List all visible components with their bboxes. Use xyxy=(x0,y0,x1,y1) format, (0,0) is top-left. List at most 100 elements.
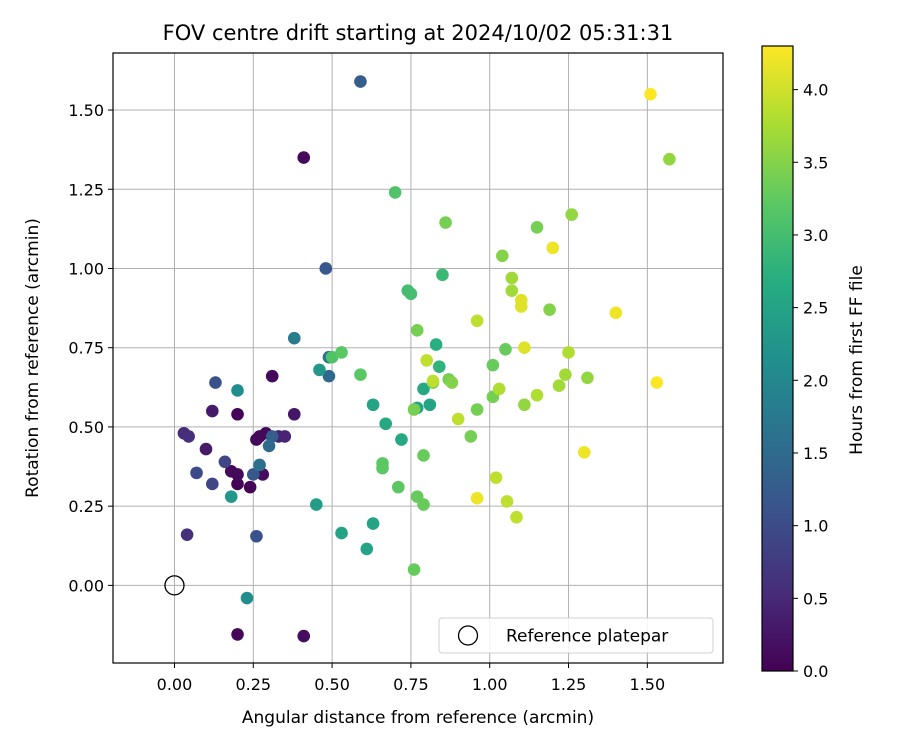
colorbar-frame xyxy=(761,45,794,672)
data-point xyxy=(644,87,657,101)
data-point xyxy=(218,455,232,469)
data-point xyxy=(335,526,348,540)
colorbar-tick-label: 0.5 xyxy=(803,589,828,608)
data-point xyxy=(231,477,244,491)
data-point xyxy=(379,417,392,431)
data-point xyxy=(410,323,424,337)
data-point xyxy=(240,591,254,605)
y-tick-label: 1.25 xyxy=(68,180,104,199)
data-point xyxy=(577,445,591,459)
data-point xyxy=(546,241,560,255)
data-point xyxy=(496,249,509,263)
data-point xyxy=(451,412,465,426)
legend-box xyxy=(438,617,714,654)
data-point xyxy=(354,368,367,381)
data-point xyxy=(391,480,405,494)
y-tick-label: 0.00 xyxy=(68,576,104,595)
data-point xyxy=(464,430,478,443)
x-axis-label: Angular distance from reference (arcmin) xyxy=(242,708,594,728)
data-point xyxy=(335,346,348,359)
data-point xyxy=(445,376,459,389)
colorbar-tick-label: 1.0 xyxy=(803,517,828,536)
data-point xyxy=(470,403,484,416)
y-tick-label: 0.50 xyxy=(68,418,104,437)
data-point xyxy=(366,517,380,530)
colorbar-label: Hours from first FF file xyxy=(847,265,867,455)
y-axis-ticks: 0.00 0.25 0.50 0.75 1.00 1.25 1.50 xyxy=(68,101,113,595)
data-point xyxy=(206,404,219,418)
data-point xyxy=(420,354,433,367)
data-point xyxy=(486,358,500,372)
data-point xyxy=(262,439,276,453)
x-tick-label: 0.75 xyxy=(393,675,429,694)
data-point xyxy=(417,382,430,396)
data-point xyxy=(423,398,437,412)
data-point xyxy=(404,287,418,301)
data-point xyxy=(581,371,594,385)
data-point xyxy=(650,376,664,389)
data-point xyxy=(489,471,503,484)
y-axis-label: Rotation from reference (arcmin) xyxy=(23,218,43,498)
data-point xyxy=(231,407,244,421)
data-point xyxy=(436,268,449,282)
legend-label: Reference platepar xyxy=(506,627,668,647)
colorbar-tick-label: 4.0 xyxy=(803,81,828,100)
y-tick-label: 1.00 xyxy=(68,259,104,278)
colorbar: 0.0 0.5 1.0 1.5 2.0 2.5 3.0 3.5 4.0 Hours from f… xyxy=(761,45,867,681)
data-point xyxy=(559,368,572,381)
legend-marker-icon xyxy=(457,625,479,646)
data-point xyxy=(432,360,446,374)
data-point xyxy=(250,433,263,446)
data-point xyxy=(297,151,311,164)
colorbar-tick-label: 2.5 xyxy=(803,299,828,318)
data-point xyxy=(388,186,402,199)
data-points xyxy=(177,75,676,643)
data-point xyxy=(297,629,311,643)
x-tick-label: 1.50 xyxy=(630,675,666,694)
data-point xyxy=(395,433,408,446)
y-tick-label: 0.75 xyxy=(68,339,104,358)
y-tick-label: 1.50 xyxy=(68,101,104,120)
data-point xyxy=(206,477,219,491)
data-point xyxy=(407,403,421,416)
data-point xyxy=(500,495,514,508)
data-point xyxy=(492,382,506,396)
data-point xyxy=(209,376,222,389)
data-point xyxy=(199,442,213,456)
reference-platepar-point xyxy=(164,575,185,596)
data-point xyxy=(224,490,238,503)
data-point xyxy=(231,468,244,481)
colorbar-tick-label: 3.0 xyxy=(803,226,828,245)
legend: Reference platepar xyxy=(438,617,714,654)
data-point xyxy=(518,341,531,355)
data-point xyxy=(265,369,279,383)
data-point xyxy=(354,75,367,88)
data-point xyxy=(376,461,389,475)
chart-title: FOV centre drift starting at 2024/10/02 … xyxy=(163,21,674,45)
data-point xyxy=(505,271,519,285)
x-tick-label: 1.25 xyxy=(551,675,587,694)
data-point xyxy=(180,528,194,541)
colorbar-tick-label: 2.0 xyxy=(803,371,828,390)
data-point xyxy=(543,303,556,316)
data-point xyxy=(319,262,333,275)
data-point xyxy=(429,338,443,351)
plot-frame xyxy=(112,52,724,664)
data-point xyxy=(256,468,270,481)
data-point xyxy=(510,510,523,524)
data-point xyxy=(182,430,195,443)
x-tick-label: 1.00 xyxy=(472,675,508,694)
data-point xyxy=(499,342,512,356)
data-point xyxy=(514,300,528,313)
x-tick-label: 0.00 xyxy=(157,675,193,694)
data-point xyxy=(360,542,374,556)
data-point xyxy=(278,430,292,443)
data-point xyxy=(562,346,575,359)
data-point xyxy=(313,363,326,377)
data-point xyxy=(470,314,484,328)
data-point xyxy=(366,398,380,412)
data-point xyxy=(505,284,519,297)
y-tick-label: 0.25 xyxy=(68,497,104,516)
data-point xyxy=(265,430,279,443)
